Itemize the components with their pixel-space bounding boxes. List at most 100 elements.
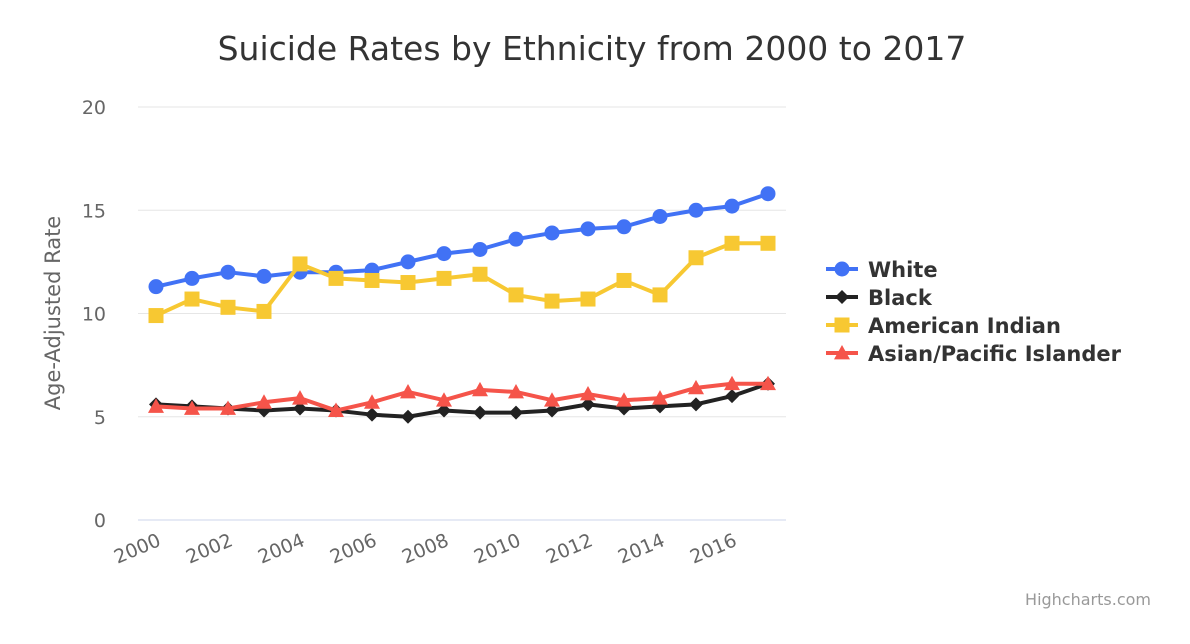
data-point-american-indian[interactable] [616,272,632,288]
data-point-american-indian[interactable] [724,235,740,251]
data-point-white[interactable] [220,264,236,280]
series-group [148,186,776,424]
data-point-american-indian[interactable] [436,270,452,286]
legend-symbol-black[interactable] [835,290,849,304]
data-point-black[interactable] [365,407,379,422]
x-tick-label: 2012 [543,529,596,568]
data-point-asian-pacific-islander[interactable] [148,398,164,413]
legend-label-black: Black [868,286,933,310]
series-line-asian-pacific-islander[interactable] [154,381,770,413]
data-point-asian-pacific-islander[interactable] [472,381,488,397]
data-point-white[interactable] [184,270,200,286]
data-point-asian-pacific-islander[interactable] [688,379,704,395]
legend-label-american-indian: American Indian [868,314,1061,338]
series-american-indian [148,235,776,324]
data-point-white[interactable] [544,225,560,241]
data-point-american-indian[interactable] [760,235,776,251]
data-point-asian-pacific-islander[interactable] [724,375,740,391]
legend-label-asian-pacific-islander: Asian/Pacific Islander [868,342,1122,366]
gridlines [138,106,786,521]
data-point-white[interactable] [400,254,416,270]
data-point-white[interactable] [148,279,164,295]
data-point-black[interactable] [545,403,559,418]
data-point-american-indian[interactable] [508,287,524,303]
legend-label-white: White [868,258,938,282]
series-line-american-indian[interactable] [154,241,770,318]
data-point-asian-pacific-islander[interactable] [220,400,236,415]
data-point-white[interactable] [508,231,524,247]
data-point-white[interactable] [616,219,632,235]
highcharts-credit[interactable]: Highcharts.com [1025,590,1151,609]
data-point-white[interactable] [724,198,740,214]
series-line-white[interactable] [154,191,770,289]
data-point-asian-pacific-islander[interactable] [328,402,344,417]
data-point-american-indian[interactable] [364,272,380,288]
y-tick-label: 20 [82,97,106,119]
data-point-asian-pacific-islander[interactable] [616,392,632,407]
data-point-american-indian[interactable] [400,275,416,291]
data-point-american-indian[interactable] [220,299,236,315]
data-point-american-indian[interactable] [472,266,488,282]
y-axis-tick-labels: 0 5 10 15 20 [82,97,106,532]
y-tick-label: 10 [82,304,106,326]
data-point-asian-pacific-islander[interactable] [508,383,524,399]
data-point-american-indian[interactable] [184,291,200,307]
legend-item-black[interactable]: Black [826,286,933,310]
chart-title: Suicide Rates by Ethnicity from 2000 to … [218,29,967,68]
x-tick-label: 2014 [615,529,668,568]
legend-item-asian-pacific-islander[interactable]: Asian/Pacific Islander [826,342,1122,366]
data-point-white[interactable] [760,186,776,202]
data-point-asian-pacific-islander[interactable] [436,392,452,407]
x-tick-label: 2010 [471,529,524,568]
data-point-white[interactable] [688,202,704,218]
data-point-black[interactable] [437,403,451,418]
data-point-asian-pacific-islander[interactable] [400,383,416,399]
x-axis-tick-labels: 2000 2002 2004 2006 2008 2010 2012 2014 2016 [111,529,740,568]
legend-item-white[interactable]: White [826,258,938,282]
x-tick-label: 2016 [687,529,740,568]
data-point-american-indian[interactable] [544,293,560,309]
legend-symbol-american-indian[interactable] [834,317,850,333]
legend-symbol-asian-pacific-islander[interactable] [834,345,850,360]
data-point-black[interactable] [725,389,739,404]
data-point-asian-pacific-islander[interactable] [652,390,668,405]
data-point-american-indian[interactable] [328,270,344,286]
data-point-white[interactable] [256,268,272,284]
data-point-american-indian[interactable] [148,308,164,324]
data-point-asian-pacific-islander[interactable] [256,394,272,409]
data-point-american-indian[interactable] [256,303,272,319]
legend-item-american-indian[interactable]: American Indian [826,314,1061,338]
data-point-white[interactable] [652,208,668,224]
y-axis-label: Age-Adjusted Rate [41,216,65,410]
legend-symbol-white[interactable] [834,261,850,277]
x-tick-label: 2002 [183,529,236,568]
data-point-asian-pacific-islander[interactable] [184,400,200,415]
data-point-asian-pacific-islander[interactable] [292,390,308,405]
data-point-asian-pacific-islander[interactable] [364,394,380,409]
data-point-black[interactable] [509,405,523,420]
data-point-asian-pacific-islander[interactable] [580,386,596,401]
data-point-black[interactable] [473,405,487,420]
data-point-white[interactable] [436,246,452,262]
x-tick-label: 2004 [255,529,308,568]
data-point-asian-pacific-islander[interactable] [760,375,776,391]
data-point-american-indian[interactable] [688,250,704,266]
data-point-american-indian[interactable] [652,287,668,303]
data-point-american-indian[interactable] [292,256,308,272]
data-point-black[interactable] [581,397,595,412]
data-point-asian-pacific-islander[interactable] [544,392,560,407]
y-tick-label: 0 [94,510,106,532]
y-tick-label: 5 [94,407,106,429]
data-point-american-indian[interactable] [580,291,596,307]
data-point-black[interactable] [293,401,307,416]
x-tick-label: 2008 [399,529,452,568]
x-tick-label: 2000 [111,529,164,568]
data-point-black[interactable] [689,397,703,412]
x-tick-label: 2006 [327,529,380,568]
data-point-black[interactable] [401,409,415,424]
data-point-white[interactable] [472,241,488,257]
data-point-white[interactable] [580,221,596,237]
series-line-black[interactable] [154,381,770,419]
